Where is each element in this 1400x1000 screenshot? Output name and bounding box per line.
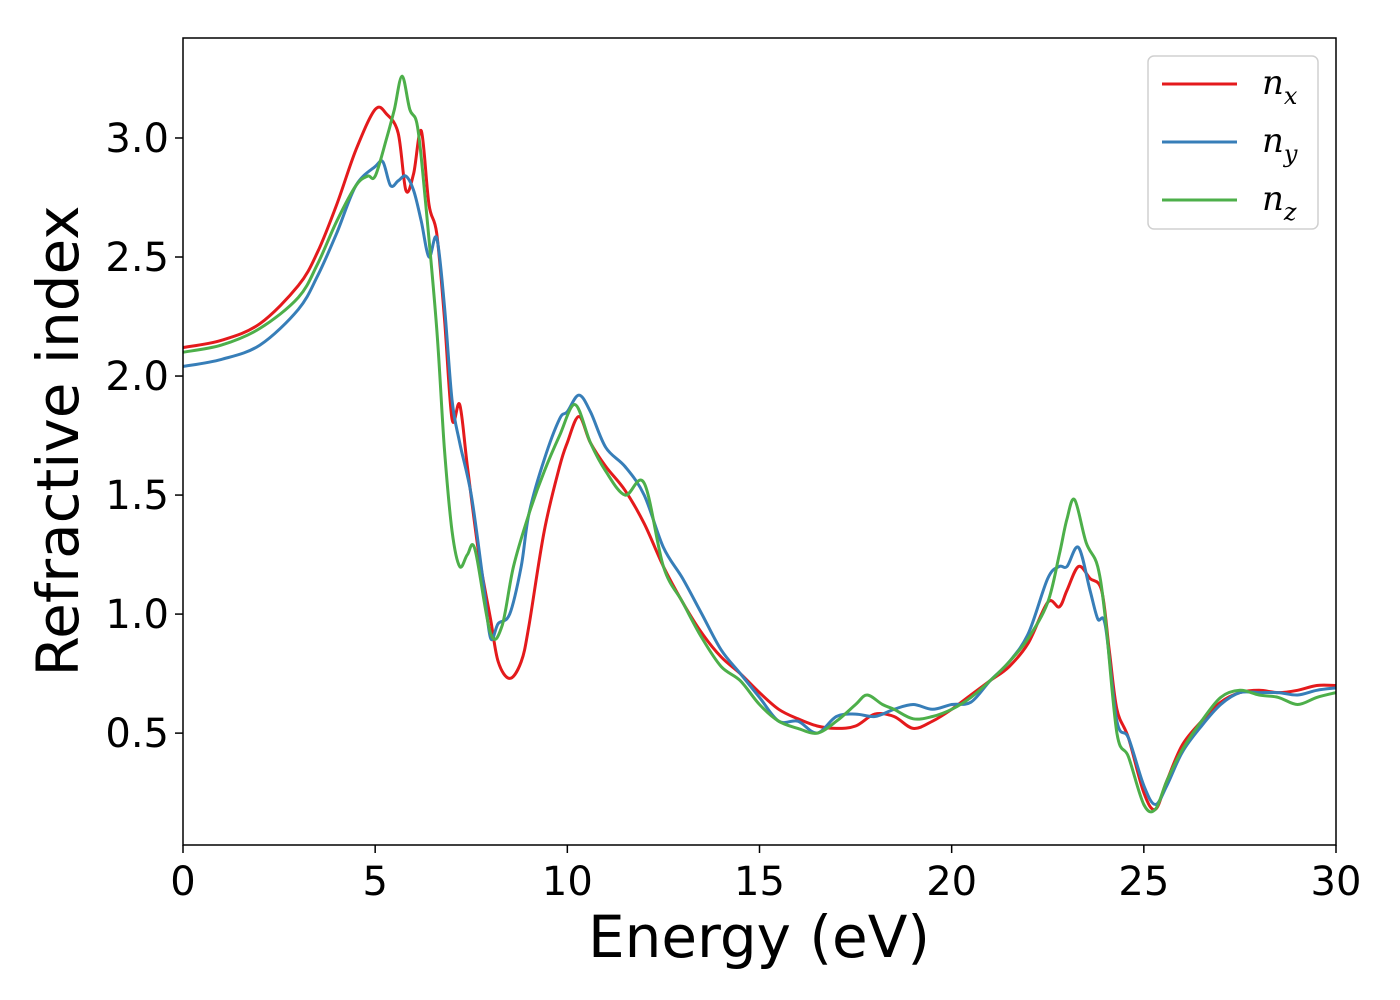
y-tick-label: 1.5 xyxy=(105,473,169,519)
x-axis-label: Energy (eV) xyxy=(588,903,930,971)
legend-entry-subscript: z xyxy=(1283,198,1297,226)
x-tick-label: 5 xyxy=(362,859,387,905)
y-axis-label: Refractive index xyxy=(24,205,92,676)
x-tick-label: 25 xyxy=(1118,859,1169,905)
legend-entry-name: n xyxy=(1262,179,1284,219)
x-tick-label: 10 xyxy=(542,859,593,905)
legend-entry-subscript: x xyxy=(1284,82,1298,110)
legend-entry-nz: nz xyxy=(1262,179,1297,226)
x-tick-label: 15 xyxy=(734,859,785,905)
x-tick-label: 30 xyxy=(1311,859,1362,905)
plot-frame xyxy=(182,37,1337,846)
legend-entry-subscript: y xyxy=(1283,140,1298,168)
series-line-ny xyxy=(182,159,1337,806)
y-tick-label: 1.0 xyxy=(105,592,169,638)
series-line-nz xyxy=(182,74,1337,814)
y-tick-label: 2.0 xyxy=(105,354,169,400)
x-tick-label: 20 xyxy=(926,859,977,905)
x-tick-label: 0 xyxy=(170,859,195,905)
y-tick-label: 0.5 xyxy=(105,711,169,757)
axis-ticks: 0 5 10 15 20 25 30 0.5 1.0 1.5 2.0 2.5 3.0 xyxy=(105,116,1361,905)
legend-entry-ny: ny xyxy=(1262,121,1298,168)
y-tick-label: 3.0 xyxy=(105,116,169,162)
series-lines xyxy=(182,74,1337,814)
legend-entry-name: n xyxy=(1262,63,1284,103)
series-line-nx xyxy=(182,105,1337,812)
legend-entry-name: n xyxy=(1262,121,1284,161)
y-tick-label: 2.5 xyxy=(105,235,169,281)
legend-entry-nx: nx xyxy=(1262,63,1298,110)
